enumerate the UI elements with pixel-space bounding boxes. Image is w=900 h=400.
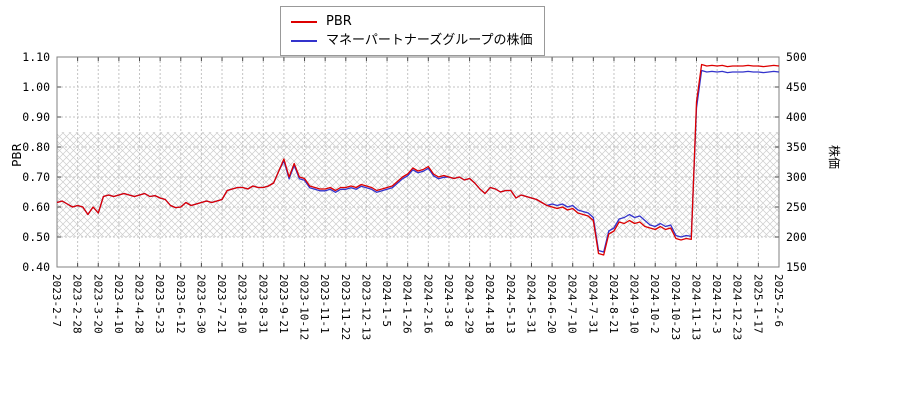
x-tick-label: 2023-8-31 <box>256 274 269 334</box>
x-tick-label: 2023-4-10 <box>112 274 125 334</box>
right-tick-label: 300 <box>786 170 807 184</box>
x-tick-label: 2025-2-6 <box>772 274 785 327</box>
x-tick-label: 2024-7-10 <box>566 274 579 334</box>
x-tick-label: 2024-9-10 <box>628 274 641 334</box>
right-tick-label: 200 <box>786 230 807 244</box>
right-tick-label: 250 <box>786 200 807 214</box>
left-tick-label: 0.90 <box>22 110 50 124</box>
x-tick-label: 2024-11-13 <box>689 274 702 340</box>
left-tick-label: 0.40 <box>22 260 50 274</box>
x-tick-label: 2024-10-2 <box>648 274 661 334</box>
x-tick-label: 2023-10-12 <box>298 274 311 340</box>
x-tick-label: 2023-2-7 <box>50 274 63 327</box>
pbr-line <box>56 63 780 256</box>
right-tick-label: 450 <box>786 80 807 94</box>
legend-swatch-price <box>291 39 317 42</box>
x-tick-label: 2024-12-3 <box>710 274 723 334</box>
x-tick-label: 2024-4-18 <box>483 274 496 334</box>
x-tick-label: 2024-3-8 <box>442 274 455 327</box>
legend-label-pbr: PBR <box>326 14 352 29</box>
x-tick-label: 2025-1-17 <box>751 274 764 334</box>
x-tick-label: 2023-11-1 <box>318 274 331 334</box>
x-tick-label: 2024-7-31 <box>586 274 599 334</box>
x-tick-label: 2023-5-23 <box>153 274 166 334</box>
x-tick-label: 2023-4-28 <box>133 274 146 334</box>
x-tick-label: 2024-12-23 <box>731 274 744 340</box>
right-tick-label: 350 <box>786 140 807 154</box>
legend-swatch-pbr <box>291 20 317 23</box>
right-tick-label: 400 <box>786 110 807 124</box>
left-tick-label: 0.50 <box>22 230 50 244</box>
x-tick-label: 2024-1-5 <box>380 274 393 327</box>
x-tick-label: 2024-1-26 <box>401 274 414 334</box>
left-tick-label: 0.60 <box>22 200 50 214</box>
x-tick-label: 2024-5-13 <box>504 274 517 334</box>
legend-item-pbr: PBR <box>291 12 532 31</box>
right-tick-label: 500 <box>786 50 807 64</box>
left-tick-label: 1.00 <box>22 80 50 94</box>
x-tick-label: 2023-3-20 <box>91 274 104 334</box>
x-tick-label: 2023-8-10 <box>236 274 249 334</box>
plot-border <box>56 56 780 268</box>
x-tick-label: 2023-9-21 <box>277 274 290 334</box>
x-tick-label: 2024-2-16 <box>421 274 434 334</box>
x-tick-label: 2023-6-30 <box>194 274 207 334</box>
x-tick-label: 2023-12-13 <box>359 274 372 340</box>
right-axis-title: 株価 <box>827 144 841 169</box>
x-tick-label: 2024-5-31 <box>524 274 537 334</box>
x-tick-label: 2023-7-21 <box>215 274 228 334</box>
left-tick-label: 1.10 <box>22 50 50 64</box>
legend-item-price: マネーパートナーズグループの株価 <box>291 31 532 50</box>
x-tick-label: 2023-2-28 <box>71 274 84 334</box>
x-tick-label: 2024-3-29 <box>463 274 476 334</box>
left-axis-title: PBR <box>10 143 24 167</box>
x-tick-label: 2024-6-20 <box>545 274 558 334</box>
hatch-band <box>57 132 779 237</box>
legend-label-price: マネーパートナーズグループの株価 <box>326 33 533 48</box>
left-tick-label: 0.80 <box>22 140 50 154</box>
x-tick-label: 2024-10-23 <box>669 274 682 340</box>
chart-legend: PBR マネーパートナーズグループの株価 <box>280 6 546 56</box>
x-tick-label: 2023-6-12 <box>174 274 187 334</box>
right-tick-label: 150 <box>786 260 807 274</box>
x-tick-label: 2023-11-22 <box>339 274 352 340</box>
left-tick-label: 0.70 <box>22 170 50 184</box>
x-tick-label: 2024-8-21 <box>607 274 620 334</box>
